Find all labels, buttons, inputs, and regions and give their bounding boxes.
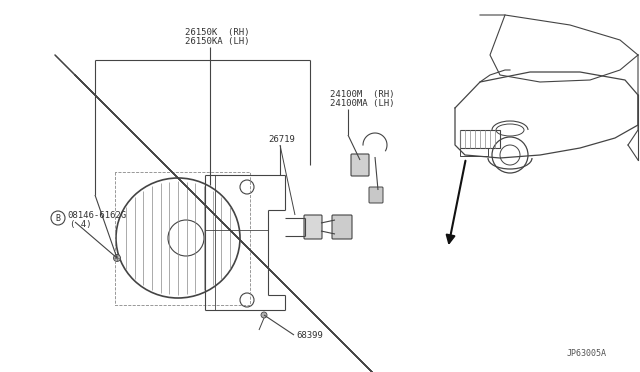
- Text: 24100MA (LH): 24100MA (LH): [330, 99, 394, 108]
- Bar: [460, 130, 500, 148]
- Text: 26719: 26719: [268, 135, 295, 144]
- Circle shape: [113, 254, 120, 262]
- Text: 26150KA (LH): 26150KA (LH): [185, 37, 250, 46]
- Circle shape: [261, 312, 267, 318]
- FancyBboxPatch shape: [369, 187, 383, 203]
- FancyBboxPatch shape: [304, 215, 322, 239]
- FancyBboxPatch shape: [332, 215, 352, 239]
- Bar: [460, 148, 488, 156]
- FancyBboxPatch shape: [351, 154, 369, 176]
- Text: 26150K  (RH): 26150K (RH): [185, 28, 250, 37]
- Text: JP63005A: JP63005A: [567, 349, 607, 358]
- Text: ( 4): ( 4): [70, 219, 92, 228]
- Text: 24100M  (RH): 24100M (RH): [330, 90, 394, 99]
- Text: 08146-6162G: 08146-6162G: [67, 211, 126, 219]
- Text: 68399: 68399: [296, 330, 323, 340]
- Text: B: B: [56, 214, 61, 222]
